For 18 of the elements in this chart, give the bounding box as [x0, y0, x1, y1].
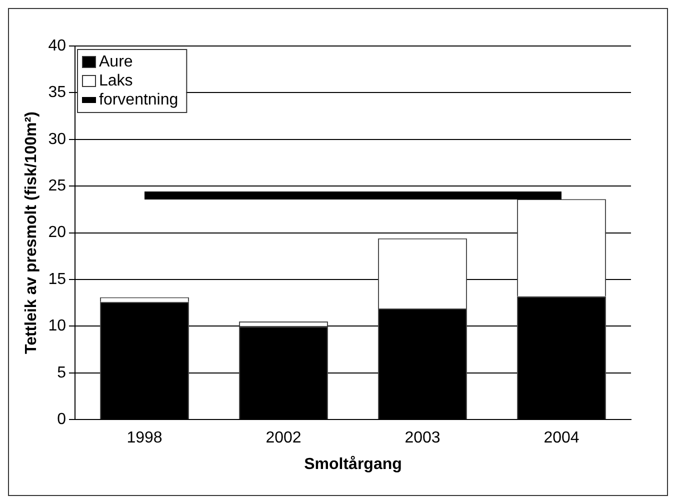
x-tick-label: 2004 [544, 430, 580, 447]
y-tick-label: 30 [48, 130, 66, 148]
y-tick-label: 5 [57, 364, 66, 382]
y-tick-label: 10 [48, 318, 66, 335]
y-tick-label: 35 [48, 84, 66, 102]
x-tick-label: 2003 [404, 430, 440, 447]
x-tick-label: 1998 [126, 430, 162, 447]
y-tick-label: 0 [57, 411, 66, 428]
y-tick-label: 25 [48, 178, 66, 195]
legend-label: Aure [98, 53, 133, 70]
x-tick-label: 2002 [266, 430, 302, 447]
legend-label: forventning [98, 91, 178, 108]
y-axis-title: Tettleik av presmolt (fisk/100m²) [23, 112, 40, 354]
x-axis-title: Smoltårgang [304, 454, 402, 473]
y-tick-label: 20 [48, 224, 66, 242]
y-tick-label: 40 [48, 37, 66, 54]
y-tick-label: 15 [48, 270, 66, 288]
legend-label: Laks [98, 72, 133, 90]
